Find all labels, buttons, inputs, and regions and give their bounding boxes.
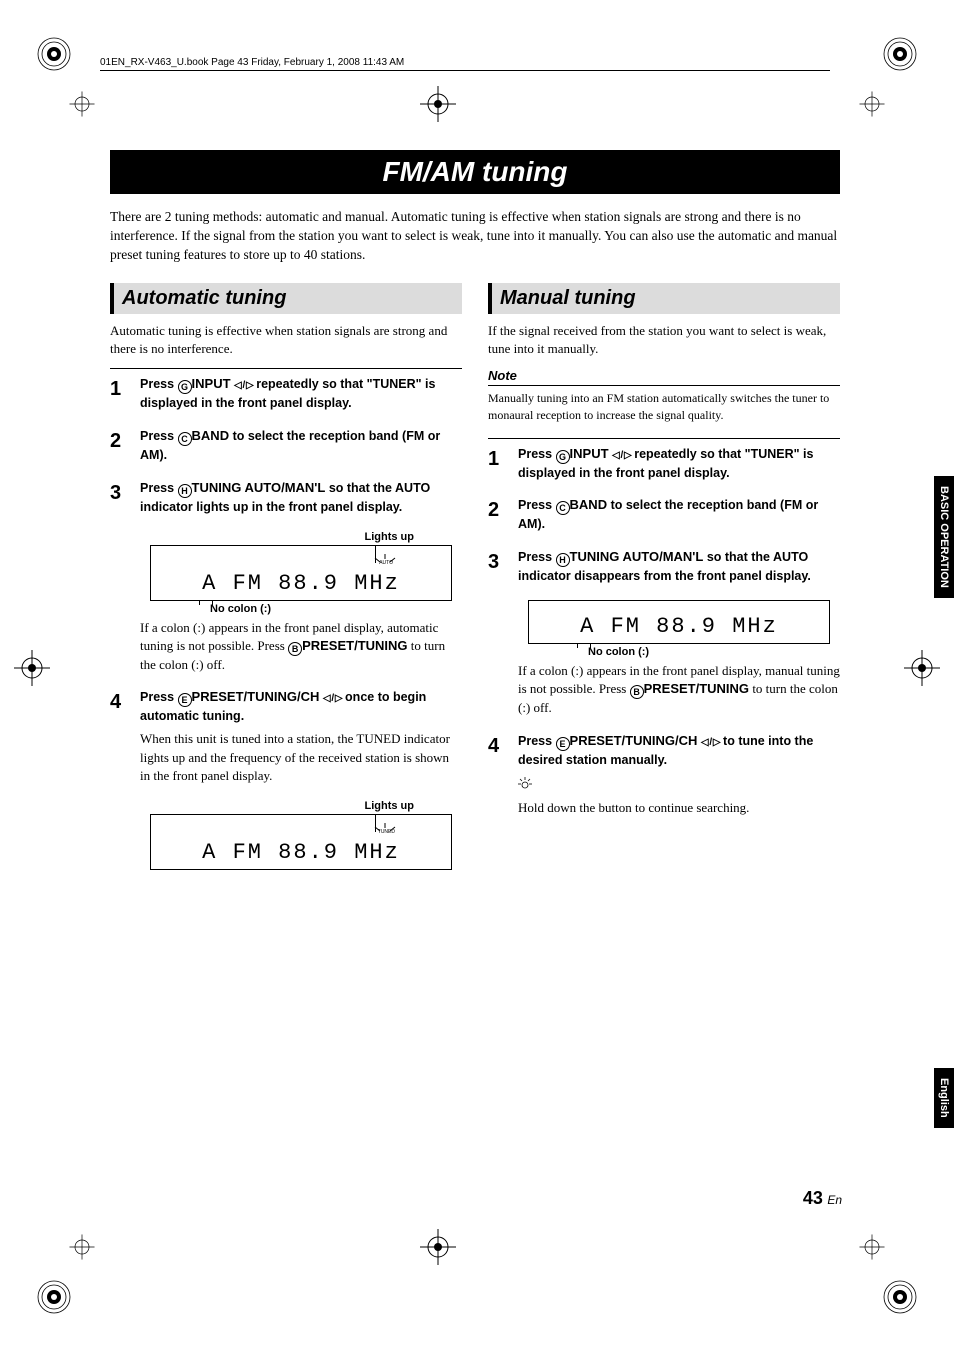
colon-marker <box>577 643 591 648</box>
step-1: 1 Press GINPUT ◁ / ▷ repeatedly so that … <box>110 375 462 413</box>
crosshair-br2 <box>859 1234 884 1259</box>
tip-text: Hold down the button to continue searchi… <box>518 799 840 818</box>
reg-mark-bl <box>36 1279 72 1315</box>
crosshair-left <box>14 650 50 686</box>
lights-up-label: Lights up <box>140 800 414 812</box>
step-num: 1 <box>488 445 506 483</box>
right-column: Manual tuning If the signal received fro… <box>488 283 840 873</box>
crosshair-bottom <box>420 1229 456 1265</box>
circled-c-icon: C <box>178 432 192 446</box>
circled-h-icon: H <box>556 553 570 567</box>
display-text: A FM 88.9 MHz <box>151 840 451 865</box>
intro-text: There are 2 tuning methods: automatic an… <box>110 208 840 265</box>
crosshair-tr2 <box>859 91 884 116</box>
display-text: A FM 88.9 MHz <box>151 571 451 596</box>
step-4: 4 Press EPRESET/TUNING/CH ◁ / ▷ once to … <box>110 688 462 786</box>
side-tab-basic: BASIC OPERATION <box>934 476 954 598</box>
step-num: 3 <box>488 548 506 586</box>
circled-e-icon: E <box>178 693 192 707</box>
manual-tuning-intro: If the signal received from the station … <box>488 322 840 358</box>
circled-g-icon: G <box>178 380 192 394</box>
circled-g-icon: G <box>556 450 570 464</box>
no-colon-label: No colon (:) <box>588 646 840 658</box>
step-4: 4 Press EPRESET/TUNING/CH ◁ / ▷ to tune … <box>488 732 840 818</box>
reg-mark-br <box>882 1279 918 1315</box>
step-2: 2 Press CBAND to select the reception ba… <box>488 496 840 534</box>
indicator-rays-icon <box>371 552 399 570</box>
left-column: Automatic tuning Automatic tuning is eff… <box>110 283 462 873</box>
auto-tuning-heading: Automatic tuning <box>110 283 462 314</box>
circled-e-icon: E <box>556 737 570 751</box>
page-number: 43 En <box>803 1188 842 1209</box>
no-colon-label: No colon (:) <box>210 603 462 615</box>
step-3: 3 Press HTUNING AUTO/MAN'L so that the A… <box>488 548 840 586</box>
circled-b-icon: B <box>630 685 644 699</box>
auto-tuning-intro: Automatic tuning is effective when stati… <box>110 322 462 358</box>
step-1: 1 Press GINPUT ◁ / ▷ repeatedly so that … <box>488 445 840 483</box>
step-num: 4 <box>110 688 128 786</box>
step-2: 2 Press CBAND to select the reception ba… <box>110 427 462 465</box>
crosshair-right <box>904 650 940 686</box>
display-text: A FM 88.9 MHz <box>529 614 829 639</box>
note-body: Manually tuning into an FM station autom… <box>488 390 840 424</box>
lights-up-label: Lights up <box>140 531 414 543</box>
crosshair-tl2 <box>69 91 94 116</box>
header-note: 01EN_RX-V463_U.book Page 43 Friday, Febr… <box>100 57 830 71</box>
manual-tuning-heading: Manual tuning <box>488 283 840 314</box>
tip-icon <box>518 777 532 796</box>
step-followup: When this unit is tuned into a station, … <box>140 730 462 787</box>
note-heading: Note <box>488 368 840 386</box>
page-title: FM/AM tuning <box>110 150 840 194</box>
step-num: 3 <box>110 479 128 517</box>
front-panel-display: A FM 88.9 MHz <box>528 600 830 644</box>
step-num: 2 <box>110 427 128 465</box>
reg-mark-tr <box>882 36 918 72</box>
circled-h-icon: H <box>178 484 192 498</box>
circled-c-icon: C <box>556 501 570 515</box>
crosshair-bl2 <box>69 1234 94 1259</box>
divider <box>110 368 462 369</box>
step-num: 4 <box>488 732 506 818</box>
front-panel-display: TUNED A FM 88.9 MHz <box>150 814 452 870</box>
step-num: 1 <box>110 375 128 413</box>
front-panel-display: AUTO A FM 88.9 MHz <box>150 545 452 601</box>
step-3: 3 Press HTUNING AUTO/MAN'L so that the A… <box>110 479 462 517</box>
indicator-rays-icon <box>371 821 399 839</box>
colon-marker <box>199 600 213 605</box>
step-num: 2 <box>488 496 506 534</box>
side-tab-english: English <box>934 1068 954 1128</box>
crosshair-top <box>420 86 456 122</box>
followup-text: If a colon (:) appears in the front pane… <box>518 662 840 717</box>
reg-mark-tl <box>36 36 72 72</box>
divider <box>488 438 840 439</box>
followup-text: If a colon (:) appears in the front pane… <box>140 619 462 674</box>
page-content: FM/AM tuning There are 2 tuning methods:… <box>110 150 840 872</box>
circled-b-icon: B <box>288 642 302 656</box>
